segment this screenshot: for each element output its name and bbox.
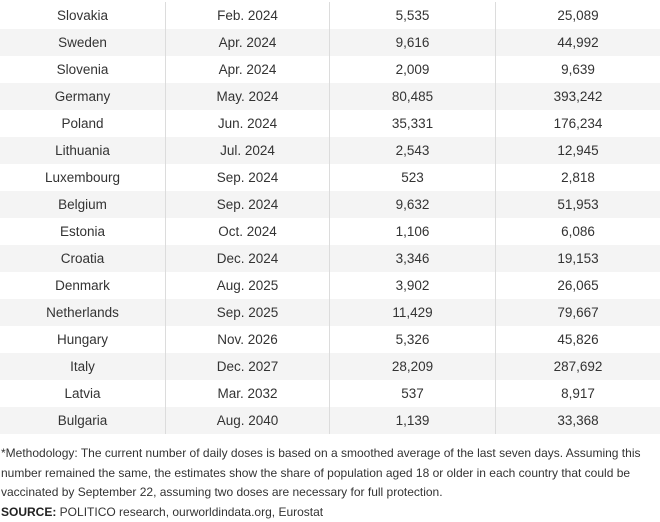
daily-doses-cell: 35,331 <box>330 110 496 137</box>
country-cell: Germany <box>0 83 166 110</box>
daily-doses-cell: 2,543 <box>330 137 496 164</box>
date-cell: Dec. 2027 <box>166 353 330 380</box>
country-cell: Italy <box>0 353 166 380</box>
doses-needed-cell: 6,086 <box>496 218 660 245</box>
daily-doses-cell: 3,346 <box>330 245 496 272</box>
daily-doses-cell: 537 <box>330 380 496 407</box>
date-cell: Sep. 2024 <box>166 164 330 191</box>
daily-doses-cell: 80,485 <box>330 83 496 110</box>
source-text: POLITICO research, ourworldindata.org, E… <box>56 505 323 519</box>
date-cell: Aug. 2040 <box>166 407 330 434</box>
date-cell: Jun. 2024 <box>166 110 330 137</box>
daily-doses-cell: 1,139 <box>330 407 496 434</box>
country-cell: Bulgaria <box>0 407 166 434</box>
country-cell: Hungary <box>0 326 166 353</box>
doses-needed-cell: 51,953 <box>496 191 660 218</box>
source-label: SOURCE: <box>1 505 56 519</box>
daily-doses-cell: 9,616 <box>330 29 496 56</box>
daily-doses-cell: 5,326 <box>330 326 496 353</box>
daily-doses-cell: 1,106 <box>330 218 496 245</box>
date-cell: Sep. 2025 <box>166 299 330 326</box>
doses-needed-cell: 9,639 <box>496 56 660 83</box>
doses-needed-cell: 19,153 <box>496 245 660 272</box>
date-cell: Aug. 2025 <box>166 272 330 299</box>
doses-needed-cell: 25,089 <box>496 2 660 29</box>
country-cell: Belgium <box>0 191 166 218</box>
date-cell: May. 2024 <box>166 83 330 110</box>
date-cell: Mar. 2032 <box>166 380 330 407</box>
source-line: SOURCE: POLITICO research, ourworldindat… <box>1 503 659 522</box>
date-cell: Apr. 2024 <box>166 29 330 56</box>
doses-needed-cell: 287,692 <box>496 353 660 380</box>
country-cell: Denmark <box>0 272 166 299</box>
doses-needed-cell: 44,992 <box>496 29 660 56</box>
country-cell: Slovakia <box>0 2 166 29</box>
date-cell: Nov. 2026 <box>166 326 330 353</box>
daily-doses-cell: 11,429 <box>330 299 496 326</box>
doses-needed-cell: 45,826 <box>496 326 660 353</box>
date-cell: Feb. 2024 <box>166 2 330 29</box>
date-cell: Jul. 2024 <box>166 137 330 164</box>
table-notes: *Methodology: The current number of dail… <box>1 444 659 522</box>
country-cell: Luxembourg <box>0 164 166 191</box>
methodology-note: *Methodology: The current number of dail… <box>1 444 659 503</box>
doses-needed-cell: 12,945 <box>496 137 660 164</box>
daily-doses-cell: 523 <box>330 164 496 191</box>
date-cell: Oct. 2024 <box>166 218 330 245</box>
doses-needed-cell: 176,234 <box>496 110 660 137</box>
date-cell: Sep. 2024 <box>166 191 330 218</box>
country-cell: Sweden <box>0 29 166 56</box>
doses-needed-cell: 8,917 <box>496 380 660 407</box>
country-cell: Estonia <box>0 218 166 245</box>
daily-doses-cell: 2,009 <box>330 56 496 83</box>
country-cell: Croatia <box>0 245 166 272</box>
daily-doses-cell: 5,535 <box>330 2 496 29</box>
country-cell: Poland <box>0 110 166 137</box>
doses-needed-cell: 2,818 <box>496 164 660 191</box>
date-cell: Dec. 2024 <box>166 245 330 272</box>
date-cell: Apr. 2024 <box>166 56 330 83</box>
doses-needed-cell: 33,368 <box>496 407 660 434</box>
daily-doses-cell: 28,209 <box>330 353 496 380</box>
doses-needed-cell: 393,242 <box>496 83 660 110</box>
country-cell: Netherlands <box>0 299 166 326</box>
doses-needed-cell: 26,065 <box>496 272 660 299</box>
country-cell: Lithuania <box>0 137 166 164</box>
country-cell: Slovenia <box>0 56 166 83</box>
daily-doses-cell: 9,632 <box>330 191 496 218</box>
daily-doses-cell: 3,902 <box>330 272 496 299</box>
doses-needed-cell: 79,667 <box>496 299 660 326</box>
country-cell: Latvia <box>0 380 166 407</box>
